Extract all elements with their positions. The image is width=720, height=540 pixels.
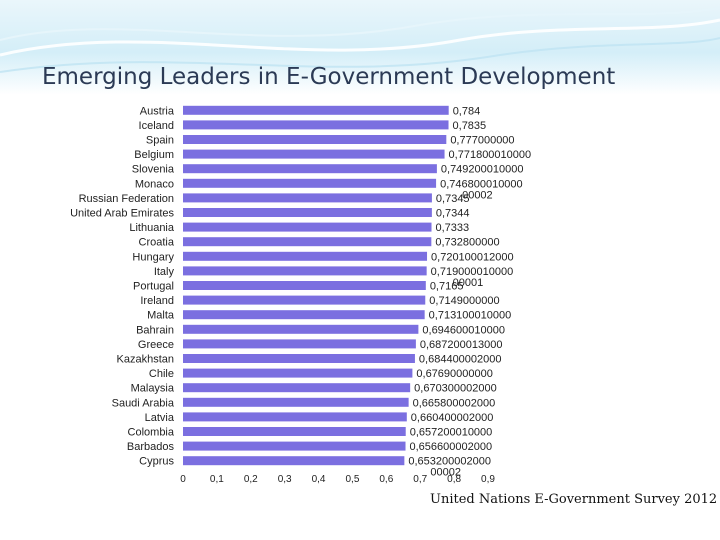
value-label: 0,653200002000 (408, 456, 491, 468)
bar-chile (183, 368, 413, 378)
value-label: 00002 (462, 189, 493, 201)
value-label: 00002 (430, 467, 461, 479)
value-label: 0,777000000 (450, 135, 514, 147)
bar-belgium (183, 149, 445, 159)
x-tick-label: 0,7 (413, 474, 427, 485)
category-label: Russian Federation (79, 193, 174, 205)
bar-italy (183, 266, 427, 276)
category-label: Kazakhstan (117, 354, 174, 366)
value-label: 00001 (453, 277, 484, 289)
value-label: 0,665800002000 (413, 397, 496, 409)
chart-bars (183, 105, 449, 466)
value-label: 0,687200013000 (420, 339, 503, 351)
value-label: 0,720100012000 (431, 251, 514, 263)
bar-portugal (183, 281, 426, 290)
bar-lithuania (183, 222, 432, 232)
value-label: 0,684400002000 (419, 354, 502, 366)
category-label: Iceland (139, 120, 174, 132)
category-label: Greece (138, 339, 174, 351)
value-label: 0,7165 (430, 281, 464, 293)
bar-cyprus (183, 456, 405, 466)
category-label: Latvia (145, 412, 175, 424)
category-label: Belgium (134, 149, 174, 161)
x-tick-label: 0,9 (481, 474, 495, 485)
bar-hungary (183, 251, 428, 261)
category-label: Malta (147, 310, 175, 322)
category-label: Barbados (127, 441, 175, 453)
bar-greece (183, 339, 416, 349)
bar-kazakhstan (183, 354, 415, 363)
x-tick-label: 0,2 (244, 474, 258, 485)
bar-croatia (183, 237, 432, 247)
x-tick-label: 0,4 (312, 474, 326, 485)
value-label: 0,784 (453, 105, 481, 117)
value-label: 0,657200010000 (410, 427, 493, 439)
category-label: Lithuania (129, 222, 175, 234)
bar-latvia (183, 412, 407, 422)
value-label: 0,713100010000 (429, 310, 512, 322)
bar-slovenia (183, 164, 437, 174)
value-label: 0,7835 (453, 120, 487, 132)
category-label: Monaco (135, 178, 174, 190)
x-tick-label: 0,1 (210, 474, 224, 485)
value-label: 0,746800010000 (440, 178, 523, 190)
category-label: Hungary (132, 251, 174, 263)
value-label: 0,7149000000 (429, 295, 499, 307)
x-tick-label: 0 (180, 474, 186, 485)
value-label: 0,719000010000 (431, 266, 514, 278)
x-axis-tick-labels: 0 0,1 0,2 0,3 0,4 0,5 0,6 0,7 0,8 0,9 (180, 474, 495, 485)
bar-bahrain (183, 324, 419, 334)
bar-malta (183, 310, 425, 320)
bar-spain (183, 135, 447, 144)
x-tick-label: 0,8 (447, 474, 461, 485)
category-label: Ireland (140, 295, 174, 307)
bar-austria (183, 105, 449, 115)
category-label: Cyprus (139, 456, 174, 468)
category-label: Saudi Arabia (112, 397, 175, 409)
x-tick-label: 0,6 (379, 474, 393, 485)
value-labels: 0,784 0,7835 0,777000000 0,771800010000 0,74… (408, 105, 531, 478)
page-title: Emerging Leaders in E-Government Develop… (42, 64, 616, 90)
value-label: 0,670300002000 (414, 383, 497, 395)
bar-malaysia (183, 383, 411, 393)
category-label: Malaysia (131, 383, 175, 395)
bar-ireland (183, 295, 426, 305)
bar-saudi-arabia (183, 397, 409, 407)
category-label: Colombia (128, 427, 175, 439)
value-label: 0,694600010000 (422, 324, 505, 336)
value-label: 0,67690000000 (416, 368, 492, 380)
category-label: Croatia (139, 237, 175, 249)
x-tick-label: 0,5 (345, 474, 359, 485)
value-label: 0,732800000 (435, 237, 499, 249)
category-label: Spain (146, 135, 174, 147)
value-label: 0,749200010000 (441, 164, 524, 176)
value-label: 0,660400002000 (411, 412, 494, 424)
value-label: 0,7333 (436, 222, 470, 234)
category-labels: Austria Iceland Spain Belgium Slovenia Monaco… (70, 105, 175, 467)
bar-iceland (183, 120, 449, 130)
category-label: United Arab Emirates (70, 208, 174, 220)
bar-colombia (183, 427, 406, 436)
bar-russian-federation (183, 193, 432, 203)
category-label: Austria (140, 105, 175, 117)
header-band (0, 0, 720, 95)
value-label: 0,771800010000 (449, 149, 532, 161)
bar-monaco (183, 178, 437, 188)
category-label: Italy (154, 266, 175, 278)
value-label: 0,656600002000 (410, 441, 493, 453)
category-label: Portugal (133, 281, 174, 293)
value-label: 0,7344 (436, 208, 470, 220)
value-label: 0,7345 (436, 193, 470, 205)
bar-barbados (183, 441, 406, 451)
source-caption: United Nations E-Government Survey 2012 (430, 492, 718, 507)
category-label: Slovenia (132, 164, 175, 176)
category-label: Bahrain (136, 324, 174, 336)
x-tick-label: 0,3 (278, 474, 292, 485)
bar-united-arab-emirates (183, 208, 432, 217)
header-wave-decoration (0, 7, 720, 73)
category-label: Chile (149, 368, 174, 380)
